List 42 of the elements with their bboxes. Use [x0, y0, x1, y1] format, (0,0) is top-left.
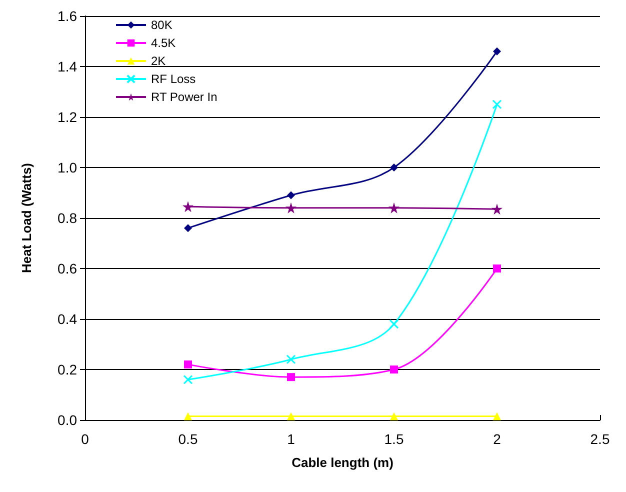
- x-tick-label: 2.5: [590, 431, 610, 447]
- legend-label: 2K: [151, 54, 166, 68]
- point: [183, 374, 193, 384]
- legend-label: RT Power In: [151, 90, 218, 104]
- y-tick-label: 1.0: [58, 160, 78, 176]
- y-tick-label: 0.6: [58, 260, 78, 276]
- y-tick-label: 0.2: [58, 362, 78, 378]
- point: [287, 412, 295, 420]
- point: [390, 164, 398, 172]
- point: [390, 412, 398, 420]
- point: [492, 100, 502, 110]
- point: [286, 202, 296, 214]
- point: [287, 191, 295, 200]
- y-axis-title: Heat Load (Watts): [19, 162, 34, 274]
- point: [182, 201, 194, 212]
- x-tick-label: 1.5: [384, 431, 404, 447]
- point: [493, 47, 501, 56]
- point: [389, 319, 399, 329]
- x-tick-label: 0.5: [178, 431, 198, 447]
- point: [493, 264, 501, 272]
- legend-label: 4.5K: [151, 36, 176, 50]
- x-axis-title: Cable length (m): [292, 455, 394, 470]
- y-tick-label: 1.6: [58, 8, 78, 24]
- legend-label: 80K: [151, 18, 172, 32]
- x-tick-label: 2: [493, 431, 502, 447]
- point: [287, 373, 295, 382]
- y-tick-label: 0.8: [58, 210, 78, 226]
- y-tick-label: 0.4: [58, 311, 78, 327]
- x-tick-label: 0: [81, 431, 90, 447]
- legend-label: RF Loss: [151, 72, 196, 86]
- point: [184, 224, 192, 232]
- y-tick-label: 1.2: [58, 109, 78, 125]
- point: [286, 354, 296, 364]
- point: [184, 412, 192, 420]
- point: [492, 204, 502, 215]
- point: [388, 202, 400, 214]
- point: [390, 366, 398, 374]
- y-tick-label: 0.0: [58, 412, 78, 428]
- point: [493, 412, 501, 420]
- y-tick-label: 1.4: [58, 58, 78, 74]
- x-tick-label: 1: [287, 431, 296, 447]
- point: [184, 360, 192, 368]
